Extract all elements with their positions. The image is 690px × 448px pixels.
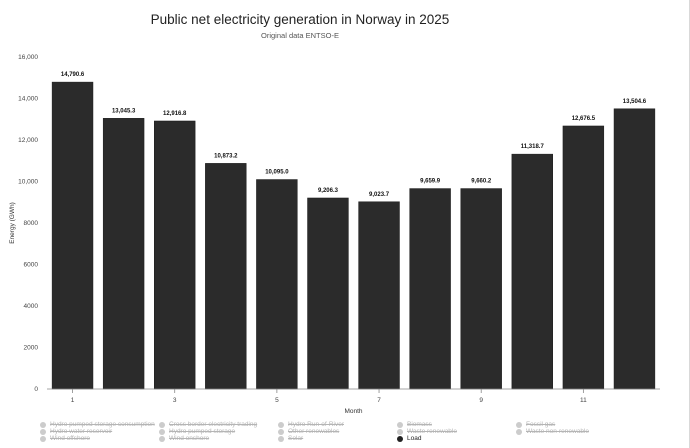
bar-month-2 <box>102 118 145 390</box>
bar-month-6 <box>307 197 349 390</box>
y-tick-label: 8000 <box>24 220 39 227</box>
legend-marker-icon <box>397 428 403 435</box>
y-tick-label: 12,000 <box>18 137 38 144</box>
legend-item[interactable]: Hydro pumped storage <box>159 428 235 435</box>
x-tick-label: 3 <box>173 397 177 404</box>
data-label: 9,023.7 <box>369 192 390 198</box>
legend-label: Fossil gas <box>526 421 556 428</box>
bar-series-load <box>51 81 656 390</box>
legend-marker-icon <box>278 428 284 435</box>
y-tick-label: 2000 <box>24 345 39 352</box>
data-label: 12,676.5 <box>572 116 596 122</box>
legend-label: Solar <box>288 435 304 442</box>
legend-marker-icon <box>40 421 46 428</box>
data-label: 9,206.3 <box>318 188 339 194</box>
x-tick-label: 9 <box>479 397 483 404</box>
legend-marker-icon <box>516 428 522 435</box>
y-axis-title: Energy (GWh) <box>9 202 16 244</box>
legend-label: Hydro pumped storage consumption <box>50 421 155 428</box>
legend-item[interactable]: Biomass <box>397 421 432 428</box>
legend-marker-icon <box>159 435 165 442</box>
legend-item[interactable]: Fossil gas <box>516 421 555 428</box>
chart-title: Public net electricity generation in Nor… <box>150 12 450 27</box>
legend-item[interactable]: Solar <box>278 435 303 442</box>
bar-month-3 <box>154 120 196 390</box>
legend-item[interactable]: Hydro water reservoir <box>40 428 112 435</box>
y-tick-label: 0 <box>34 386 38 393</box>
x-tick-label: 7 <box>377 397 381 404</box>
x-tick-label: 1 <box>71 397 75 404</box>
y-tick-label: 6000 <box>24 262 39 269</box>
data-label: 10,095.0 <box>265 170 289 176</box>
data-label: 11,318.7 <box>521 144 545 150</box>
legend-item[interactable]: Load <box>397 435 421 442</box>
legend-label: Load <box>407 435 422 442</box>
bar-month-12 <box>613 108 656 390</box>
legend-label: Waste renewable <box>407 428 457 435</box>
y-tick-label: 14,000 <box>18 96 38 103</box>
bar-month-5 <box>256 179 298 390</box>
bar-month-8 <box>409 188 451 390</box>
legend-label: Hydro water reservoir <box>50 428 113 435</box>
bar-month-1 <box>51 81 94 390</box>
bar-month-10 <box>511 153 553 390</box>
y-axis: 0 2000 4000 6000 8000 10,000 12,000 14,000 16,00… <box>18 54 38 393</box>
data-label: 10,873.2 <box>214 153 238 159</box>
y-tick-label: 10,000 <box>18 179 38 186</box>
legend-label: Hydro pumped storage <box>169 428 236 435</box>
legend-label: Wind onshore <box>169 435 210 442</box>
x-axis: 1 3 5 7 9 11 <box>71 389 587 404</box>
data-label: 14,790.6 <box>61 72 85 78</box>
legend-marker-icon <box>159 421 165 428</box>
legend-marker-icon <box>516 421 522 428</box>
legend-marker-icon <box>278 435 284 442</box>
legend-label: Biomass <box>407 421 432 428</box>
data-label: 9,659.9 <box>420 179 441 185</box>
legend-item[interactable]: Hydro pumped storage consumption <box>40 421 155 428</box>
x-axis-title: Month <box>344 408 362 415</box>
y-tick-label: 4000 <box>24 303 39 310</box>
legend-marker-icon <box>40 435 46 442</box>
legend-item[interactable]: Waste renewable <box>397 428 457 435</box>
legend-item[interactable]: Hydro Run-of-River <box>278 421 344 428</box>
bar-chart: 0 2000 4000 6000 8000 10,000 12,000 14,000 16,00… <box>9 54 660 415</box>
legend-item[interactable]: Other renewables <box>278 428 339 435</box>
legend-marker-icon <box>40 428 46 435</box>
y-tick-label: 16,000 <box>18 54 38 61</box>
legend-marker-icon <box>397 421 403 428</box>
bar-month-11 <box>562 125 605 390</box>
legend-label: Cross border electricity trading <box>169 421 258 428</box>
legend-item[interactable]: Cross border electricity trading <box>159 421 257 428</box>
bar-month-7 <box>358 201 400 390</box>
data-label: 12,916.8 <box>163 111 187 117</box>
bar-month-4 <box>205 163 247 390</box>
data-label: 13,045.3 <box>112 108 136 114</box>
legend-marker-icon <box>397 435 403 442</box>
bar-month-9 <box>460 188 502 390</box>
legend-label: Waste non-renewable <box>526 428 589 435</box>
data-label: 13,504.6 <box>623 99 647 105</box>
legend-marker-icon <box>159 428 165 435</box>
legend: Hydro pumped storage consumption Cross bo… <box>40 421 640 443</box>
data-labels: 14,790.6 13,045.3 12,916.8 10,873.2 10,095.0… <box>61 72 647 198</box>
legend-item[interactable]: Wind onshore <box>159 435 209 442</box>
legend-label: Other renewables <box>288 428 340 435</box>
x-tick-label: 11 <box>580 397 587 404</box>
chart-subtitle: Original data ENTSO-E <box>261 31 339 40</box>
legend-item[interactable]: Wind offshore <box>40 435 90 442</box>
legend-label: Wind offshore <box>50 435 90 442</box>
data-label: 9,660.2 <box>471 179 492 185</box>
legend-label: Hydro Run-of-River <box>288 421 344 428</box>
x-tick-label: 5 <box>275 397 279 404</box>
legend-marker-icon <box>278 421 284 428</box>
legend-item[interactable]: Waste non-renewable <box>516 428 589 435</box>
